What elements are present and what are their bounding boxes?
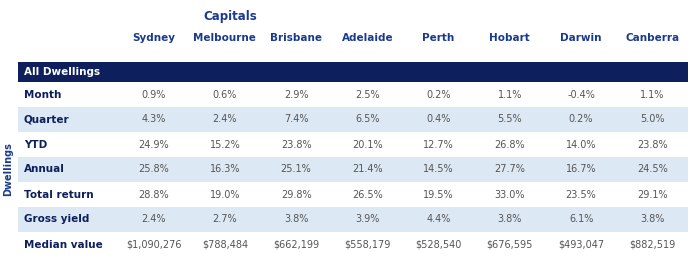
Text: 24.5%: 24.5% [637, 164, 668, 175]
Text: 3.8%: 3.8% [284, 214, 308, 225]
Text: 20.1%: 20.1% [352, 140, 382, 149]
Text: 25.8%: 25.8% [138, 164, 169, 175]
Text: Hobart: Hobart [489, 33, 530, 43]
Text: 24.9%: 24.9% [138, 140, 169, 149]
Text: Melbourne: Melbourne [194, 33, 256, 43]
Text: 3.8%: 3.8% [498, 214, 522, 225]
Text: 25.1%: 25.1% [281, 164, 312, 175]
Text: $662,199: $662,199 [273, 240, 319, 249]
Bar [18, 207, 688, 232]
Text: 15.2%: 15.2% [210, 140, 240, 149]
Text: 33.0%: 33.0% [495, 190, 525, 199]
Text: Annual: Annual [24, 164, 65, 175]
Text: $493,047: $493,047 [558, 240, 604, 249]
Text: $788,484: $788,484 [202, 240, 248, 249]
Text: Quarter: Quarter [24, 114, 69, 125]
Bar [18, 62, 688, 82]
Text: $528,540: $528,540 [416, 240, 462, 249]
Text: 28.8%: 28.8% [138, 190, 169, 199]
Text: 23.8%: 23.8% [281, 140, 312, 149]
Text: 26.5%: 26.5% [352, 190, 383, 199]
Text: $882,519: $882,519 [629, 240, 675, 249]
Text: 3.9%: 3.9% [355, 214, 380, 225]
Bar [18, 157, 688, 182]
Text: 0.2%: 0.2% [426, 90, 451, 99]
Text: Median value: Median value [24, 240, 103, 249]
Text: 0.2%: 0.2% [569, 114, 593, 125]
Text: 21.4%: 21.4% [352, 164, 382, 175]
Text: 1.1%: 1.1% [498, 90, 522, 99]
Text: 0.9%: 0.9% [142, 90, 166, 99]
Text: 19.5%: 19.5% [423, 190, 454, 199]
Text: 5.5%: 5.5% [498, 114, 522, 125]
Text: 6.5%: 6.5% [355, 114, 380, 125]
Text: Perth: Perth [423, 33, 455, 43]
Text: All Dwellings: All Dwellings [24, 67, 100, 77]
Text: $676,595: $676,595 [486, 240, 533, 249]
Text: 6.1%: 6.1% [569, 214, 593, 225]
Bar [18, 82, 688, 107]
Text: Sydney: Sydney [132, 33, 175, 43]
Text: Adelaide: Adelaide [341, 33, 393, 43]
Text: 2.7%: 2.7% [212, 214, 237, 225]
Bar [18, 182, 688, 207]
Text: 14.0%: 14.0% [566, 140, 596, 149]
Text: 5.0%: 5.0% [640, 114, 665, 125]
Text: $1,090,276: $1,090,276 [126, 240, 181, 249]
Text: 29.1%: 29.1% [637, 190, 668, 199]
Text: 2.5%: 2.5% [355, 90, 380, 99]
Text: Darwin: Darwin [560, 33, 602, 43]
Bar [18, 232, 688, 257]
Text: 0.4%: 0.4% [426, 114, 451, 125]
Text: 23.5%: 23.5% [566, 190, 597, 199]
Text: Canberra: Canberra [625, 33, 679, 43]
Text: Gross yield: Gross yield [24, 214, 90, 225]
Text: Brisbane: Brisbane [270, 33, 322, 43]
Bar [18, 132, 688, 157]
Text: Month: Month [24, 90, 61, 99]
Text: 19.0%: 19.0% [210, 190, 240, 199]
Text: 4.4%: 4.4% [426, 214, 451, 225]
Text: -0.4%: -0.4% [567, 90, 595, 99]
Text: 7.4%: 7.4% [284, 114, 308, 125]
Text: 16.7%: 16.7% [566, 164, 596, 175]
Text: YTD: YTD [24, 140, 47, 149]
Text: $558,179: $558,179 [344, 240, 391, 249]
Text: 23.8%: 23.8% [637, 140, 668, 149]
Text: 2.9%: 2.9% [284, 90, 308, 99]
Text: 14.5%: 14.5% [423, 164, 454, 175]
Text: 1.1%: 1.1% [640, 90, 665, 99]
Text: 27.7%: 27.7% [494, 164, 525, 175]
Text: 4.3%: 4.3% [142, 114, 166, 125]
Text: 2.4%: 2.4% [142, 214, 166, 225]
Text: Capitals: Capitals [203, 10, 257, 23]
Text: 12.7%: 12.7% [423, 140, 454, 149]
Text: 26.8%: 26.8% [495, 140, 525, 149]
Text: 16.3%: 16.3% [210, 164, 240, 175]
Text: 2.4%: 2.4% [212, 114, 237, 125]
Text: Dwellings: Dwellings [3, 142, 13, 196]
Bar [18, 107, 688, 132]
Text: 29.8%: 29.8% [281, 190, 312, 199]
Text: 0.6%: 0.6% [212, 90, 237, 99]
Text: 3.8%: 3.8% [640, 214, 665, 225]
Text: Total return: Total return [24, 190, 94, 199]
